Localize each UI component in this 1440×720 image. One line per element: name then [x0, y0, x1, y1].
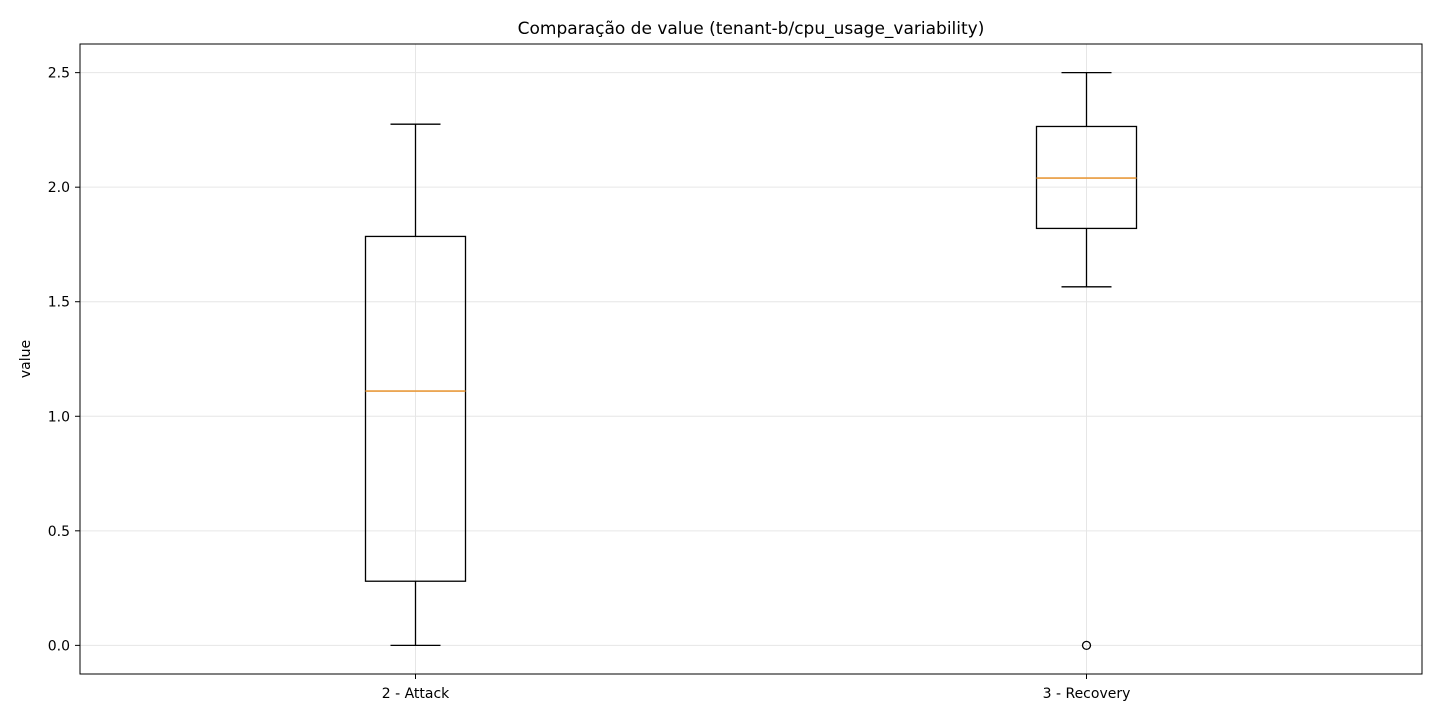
- boxes: [364, 71, 1138, 651]
- x-tick-label: 3 - Recovery: [1043, 686, 1131, 702]
- grid-lines: [80, 44, 1422, 674]
- outlier-point: [1081, 640, 1092, 651]
- x-tick-label: 2 - Attack: [382, 686, 450, 702]
- box-group: [364, 123, 467, 647]
- plot-frame: [79, 43, 1423, 675]
- chart-title: Comparação de value (tenant-b/cpu_usage_…: [518, 19, 985, 39]
- box-group: [1035, 71, 1138, 651]
- y-tick-label: 1.0: [48, 409, 70, 425]
- y-tick-label: 0.5: [48, 524, 70, 540]
- y-tick-label: 2.5: [48, 66, 70, 82]
- y-tick-label: 0.0: [48, 638, 70, 654]
- axes: 0.0 0.5 1.0 1.5 2.0 2.5 2 - Attack 3 - Recovery: [48, 66, 1131, 702]
- y-tick-label: 2.0: [48, 180, 70, 196]
- y-axis-label: value: [18, 340, 34, 378]
- iqr-box: [364, 235, 467, 582]
- y-tick-label: 1.5: [48, 295, 70, 311]
